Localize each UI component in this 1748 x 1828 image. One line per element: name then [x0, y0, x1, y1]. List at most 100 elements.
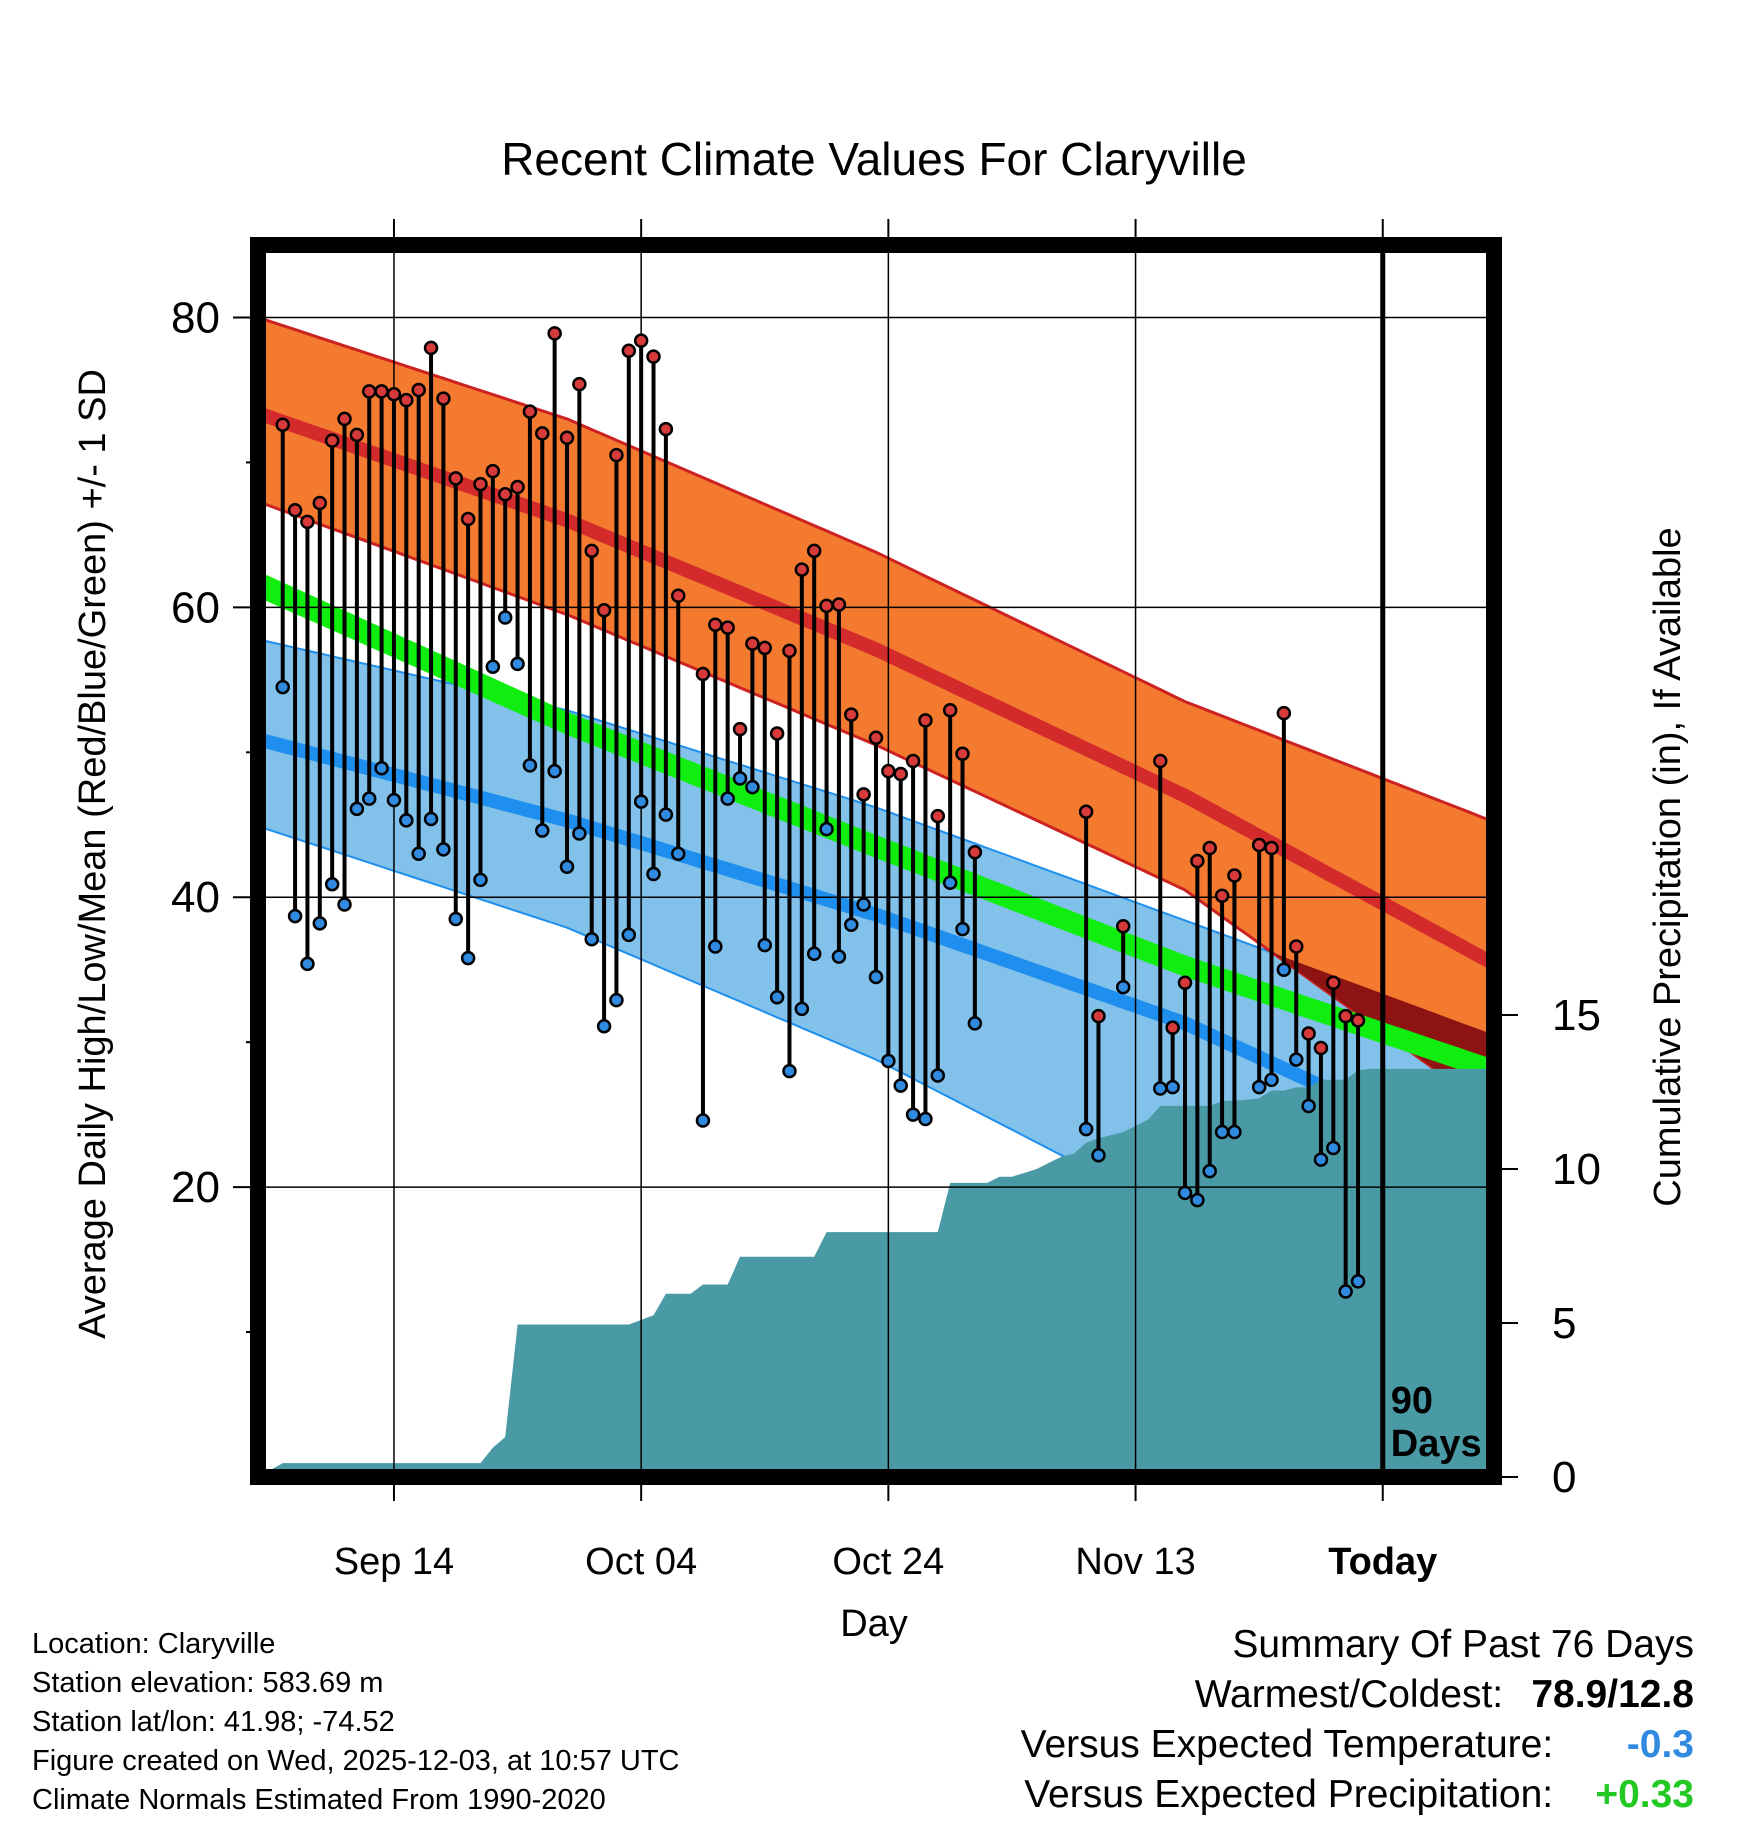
obs-low-point — [1165, 1079, 1180, 1095]
obs-high-point — [930, 808, 946, 824]
obs-low-point — [646, 866, 661, 882]
obs-low-point — [1276, 962, 1292, 977]
obs-high-point — [300, 514, 315, 530]
obs-high-point — [1153, 753, 1168, 769]
obs-high-point — [621, 343, 637, 359]
obs-high-point — [1350, 1013, 1366, 1028]
precipitation-layer — [258, 1068, 1494, 1477]
obs-high-point — [448, 471, 464, 486]
obs-high-point — [584, 543, 599, 559]
obs-low-point — [856, 897, 871, 912]
obs-high-point — [485, 463, 501, 479]
obs-low-point — [361, 791, 377, 806]
obs-high-point — [497, 487, 513, 502]
mean-band — [258, 571, 1494, 1082]
obs-high-point — [374, 384, 389, 399]
obs-low-point — [955, 921, 970, 937]
obs-high-point — [423, 340, 439, 356]
summary-title: Summary Of Past 76 Days — [1232, 1623, 1694, 1666]
chart-title: Recent Climate Values For Claryville — [501, 133, 1247, 185]
obs-high-point — [411, 382, 426, 398]
obs-low-point — [399, 813, 414, 828]
obs-high-point — [942, 703, 958, 718]
summary-temp: Versus Expected Temperature: -0.3 — [1021, 1720, 1694, 1770]
obs-high-point — [658, 421, 674, 437]
normals-text: Climate Normals Estimated From 1990-2020 — [32, 1784, 606, 1816]
plot-area — [258, 245, 1494, 1477]
obs-low-point — [844, 917, 859, 933]
obs-low-point — [819, 821, 834, 837]
obs-low-point — [510, 656, 525, 672]
warmest-value: 78.9/12.8 — [1531, 1673, 1694, 1716]
obs-low-point — [535, 823, 550, 838]
x-tick-label: Sep 14 — [334, 1541, 454, 1583]
obs-high-point — [1078, 804, 1094, 819]
obs-high-point — [1202, 840, 1217, 856]
y-tick-label-right: 5 — [1552, 1299, 1576, 1348]
obs-high-point — [522, 404, 538, 419]
x-tick-label: Today — [1328, 1541, 1437, 1583]
today-days-number: 90 — [1391, 1380, 1433, 1422]
obs-low-point — [868, 969, 884, 985]
y-tick-label-right: 0 — [1552, 1453, 1576, 1502]
obs-low-point — [1301, 1098, 1316, 1114]
x-axis-label: Day — [840, 1603, 908, 1645]
obs-low-point — [287, 908, 303, 924]
created-text: Figure created on Wed, 2025-12-03, at 10… — [32, 1745, 680, 1777]
x-tick-label: Nov 13 — [1075, 1541, 1195, 1583]
obs-high-point — [769, 726, 785, 741]
obs-high-point — [1251, 837, 1267, 853]
obs-low-point — [411, 846, 426, 862]
y-tick-label-left: 40 — [171, 873, 220, 922]
obs-low-point — [386, 792, 402, 808]
obs-low-point — [621, 927, 637, 943]
y-tick-label-left: 20 — [171, 1163, 220, 1212]
obs-high-point — [324, 433, 340, 448]
obs-high-point — [831, 597, 847, 612]
obs-high-point — [868, 730, 884, 746]
obs-low-point — [670, 846, 686, 862]
obs-high-point — [1313, 1040, 1329, 1056]
obs-low-point — [794, 1001, 810, 1017]
y-axis-label-right: Cumulative Precipitation (in), If Availa… — [1647, 527, 1689, 1206]
obs-low-point — [782, 1063, 797, 1079]
obs-high-point — [967, 845, 983, 860]
obs-high-point — [732, 721, 748, 737]
obs-low-point — [596, 1018, 612, 1034]
obs-low-point — [349, 801, 365, 817]
obs-low-point — [324, 876, 340, 892]
obs-high-point — [399, 392, 414, 408]
obs-low-point — [1350, 1274, 1366, 1289]
axes: 20 40 60 80 0 5 10 15 Sep 14 Oct 04 Oct 24 Nov 13 To… — [171, 219, 1601, 1583]
obs-low-point — [497, 610, 513, 625]
obs-high-point — [1091, 1008, 1106, 1024]
high-mean-line — [258, 406, 1494, 971]
obs-high-point — [1326, 975, 1341, 991]
obs-high-point — [287, 502, 303, 518]
obs-low-point — [942, 875, 958, 890]
x-tick-label: Oct 24 — [832, 1541, 944, 1583]
obs-high-point — [708, 617, 723, 632]
obs-high-point — [745, 636, 760, 651]
temp-label: Versus Expected Temperature: — [1020, 1723, 1554, 1766]
obs-low-point — [720, 791, 735, 806]
obs-high-point — [646, 349, 661, 364]
obs-high-point — [1227, 868, 1242, 883]
obs-low-point — [1214, 1124, 1230, 1140]
obs-high-point — [460, 511, 476, 527]
obs-high-point — [893, 766, 908, 782]
summary-warmest: Warmest/Coldest: 78.9/12.8 — [1021, 1670, 1694, 1720]
obs-high-point — [510, 479, 525, 495]
obs-high-point — [819, 598, 834, 614]
obs-high-point — [844, 707, 859, 722]
station-info: Location: Claryville Station elevation: … — [32, 1625, 680, 1820]
obs-high-point — [881, 763, 896, 779]
obs-low-point — [930, 1068, 946, 1083]
obs-high-point — [473, 476, 488, 492]
obs-low-point — [658, 807, 674, 822]
obs-high-point — [436, 391, 451, 406]
plot-frame — [250, 237, 1502, 1485]
obs-low-point — [1202, 1163, 1217, 1179]
obs-high-point — [670, 588, 686, 604]
